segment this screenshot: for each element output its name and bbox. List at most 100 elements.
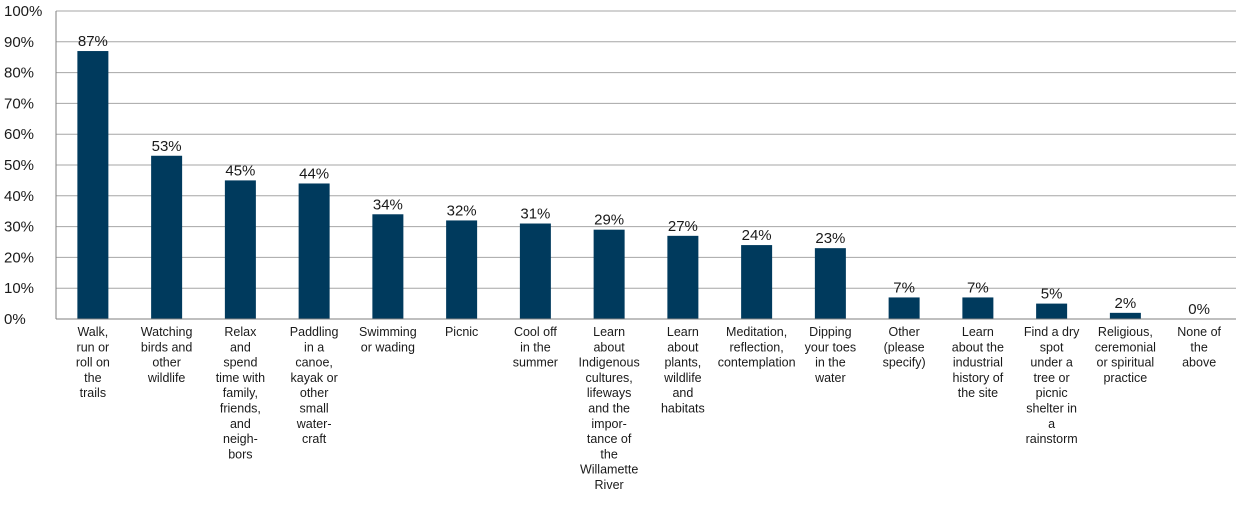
category-label-line: and the xyxy=(588,402,630,416)
category-label-line: spot xyxy=(1040,340,1064,354)
bar xyxy=(519,223,551,319)
category-label-line: wildlife xyxy=(147,371,186,385)
category-label-line: specify) xyxy=(883,356,926,370)
bar xyxy=(1036,303,1068,319)
category-label-line: roll on xyxy=(76,356,110,370)
category-label-line: the xyxy=(1190,340,1207,354)
category-label-line: Meditation, xyxy=(726,325,787,339)
y-tick-label: 100% xyxy=(4,3,42,20)
category-label-line: neigh- xyxy=(223,432,258,446)
category-label-line: tance of xyxy=(587,432,632,446)
bar xyxy=(667,235,699,319)
category-label-line: Other xyxy=(888,325,919,339)
category-label-line: Learn xyxy=(593,325,625,339)
bar-value-label: 2% xyxy=(1115,295,1137,312)
category-label-line: family, xyxy=(223,386,258,400)
category-label-line: water xyxy=(814,371,846,385)
category-label-line: cultures, xyxy=(586,371,633,385)
category-label-line: about xyxy=(667,340,699,354)
bar-value-label: 0% xyxy=(1188,301,1210,318)
category-label-line: the xyxy=(84,371,101,385)
category-label-line: about xyxy=(593,340,625,354)
category-label-line: plants, xyxy=(664,356,701,370)
category-label-line: ceremonial xyxy=(1095,340,1156,354)
category-label-line: Religious, xyxy=(1098,325,1153,339)
y-tick-label: 60% xyxy=(4,126,34,143)
y-tick-label: 20% xyxy=(4,249,34,266)
bar xyxy=(372,214,404,319)
category-label-line: a xyxy=(1048,417,1055,431)
bar-value-label: 44% xyxy=(299,165,329,182)
bar-value-label: 34% xyxy=(373,196,403,213)
bar xyxy=(888,297,920,319)
bar-value-label: 5% xyxy=(1041,286,1063,303)
y-tick-label: 40% xyxy=(4,188,34,205)
category-label-line: Relax xyxy=(224,325,257,339)
category-label-line: trails xyxy=(80,386,106,400)
y-tick-label: 80% xyxy=(4,65,34,82)
category-label-line: canoe, xyxy=(295,356,333,370)
category-label-line: in the xyxy=(815,356,846,370)
category-label-line: Watching xyxy=(141,325,193,339)
bar xyxy=(593,229,625,319)
category-label-line: history of xyxy=(953,371,1004,385)
bar-value-label: 53% xyxy=(152,138,182,155)
category-label-line: friends, xyxy=(220,402,261,416)
category-label-line: industrial xyxy=(953,356,1003,370)
category-label-line: about the xyxy=(952,340,1004,354)
category-label-line: Learn xyxy=(667,325,699,339)
bar xyxy=(298,183,330,319)
y-tick-label: 50% xyxy=(4,157,34,174)
bar-value-label: 24% xyxy=(742,227,772,244)
category-label-line: rainstorm xyxy=(1026,432,1078,446)
category-label-line: None of xyxy=(1177,325,1221,339)
category-label-line: bors xyxy=(228,447,252,461)
category-label-line: Paddling xyxy=(290,325,339,339)
category-label-line: Indigenous xyxy=(579,356,640,370)
category-label-line: (please xyxy=(884,340,925,354)
bar-value-label: 23% xyxy=(815,230,845,247)
category-label-line: the site xyxy=(958,386,998,400)
bar-value-label: 32% xyxy=(447,202,477,219)
bar-value-label: 29% xyxy=(594,212,624,229)
bar-value-label: 27% xyxy=(668,218,698,235)
category-label-line: the xyxy=(600,447,617,461)
category-label-line: Find a dry xyxy=(1024,325,1080,339)
category-label-line: Cool off xyxy=(514,325,557,339)
category-label-line: time with xyxy=(216,371,265,385)
category-label-line: under a xyxy=(1030,356,1072,370)
category-label-line: wildlife xyxy=(663,371,702,385)
category-label-line: and xyxy=(230,417,251,431)
category-label-line: in a xyxy=(304,340,324,354)
category-label-line: River xyxy=(595,478,624,492)
category-label-line: above xyxy=(1182,356,1216,370)
category-label-line: habitats xyxy=(661,402,705,416)
category-label-line: kayak or xyxy=(291,371,338,385)
category-label-line: impor- xyxy=(591,417,626,431)
category-label-line: reflection, xyxy=(730,340,784,354)
category-label-line: and xyxy=(230,340,251,354)
category-label-line: tree or xyxy=(1034,371,1070,385)
bar xyxy=(77,51,109,319)
category-label-line: Learn xyxy=(962,325,994,339)
y-tick-label: 10% xyxy=(4,280,34,297)
bar xyxy=(1109,312,1141,319)
bar xyxy=(741,245,773,319)
category-label-line: contemplation xyxy=(718,356,796,370)
category-label-line: or wading xyxy=(361,340,415,354)
bar xyxy=(151,155,183,319)
category-label-line: in the xyxy=(520,340,551,354)
category-label-line: lifeways xyxy=(587,386,631,400)
category-label-line: other xyxy=(152,356,181,370)
category-label-line: Walk, xyxy=(77,325,108,339)
category-label-line: and xyxy=(672,386,693,400)
category-label-line: picnic xyxy=(1036,386,1068,400)
bar xyxy=(962,297,994,319)
bar-value-label: 31% xyxy=(520,206,550,223)
y-tick-label: 70% xyxy=(4,95,34,112)
category-label-line: shelter in xyxy=(1026,402,1077,416)
bar-value-label: 87% xyxy=(78,33,108,50)
bar xyxy=(224,180,256,319)
